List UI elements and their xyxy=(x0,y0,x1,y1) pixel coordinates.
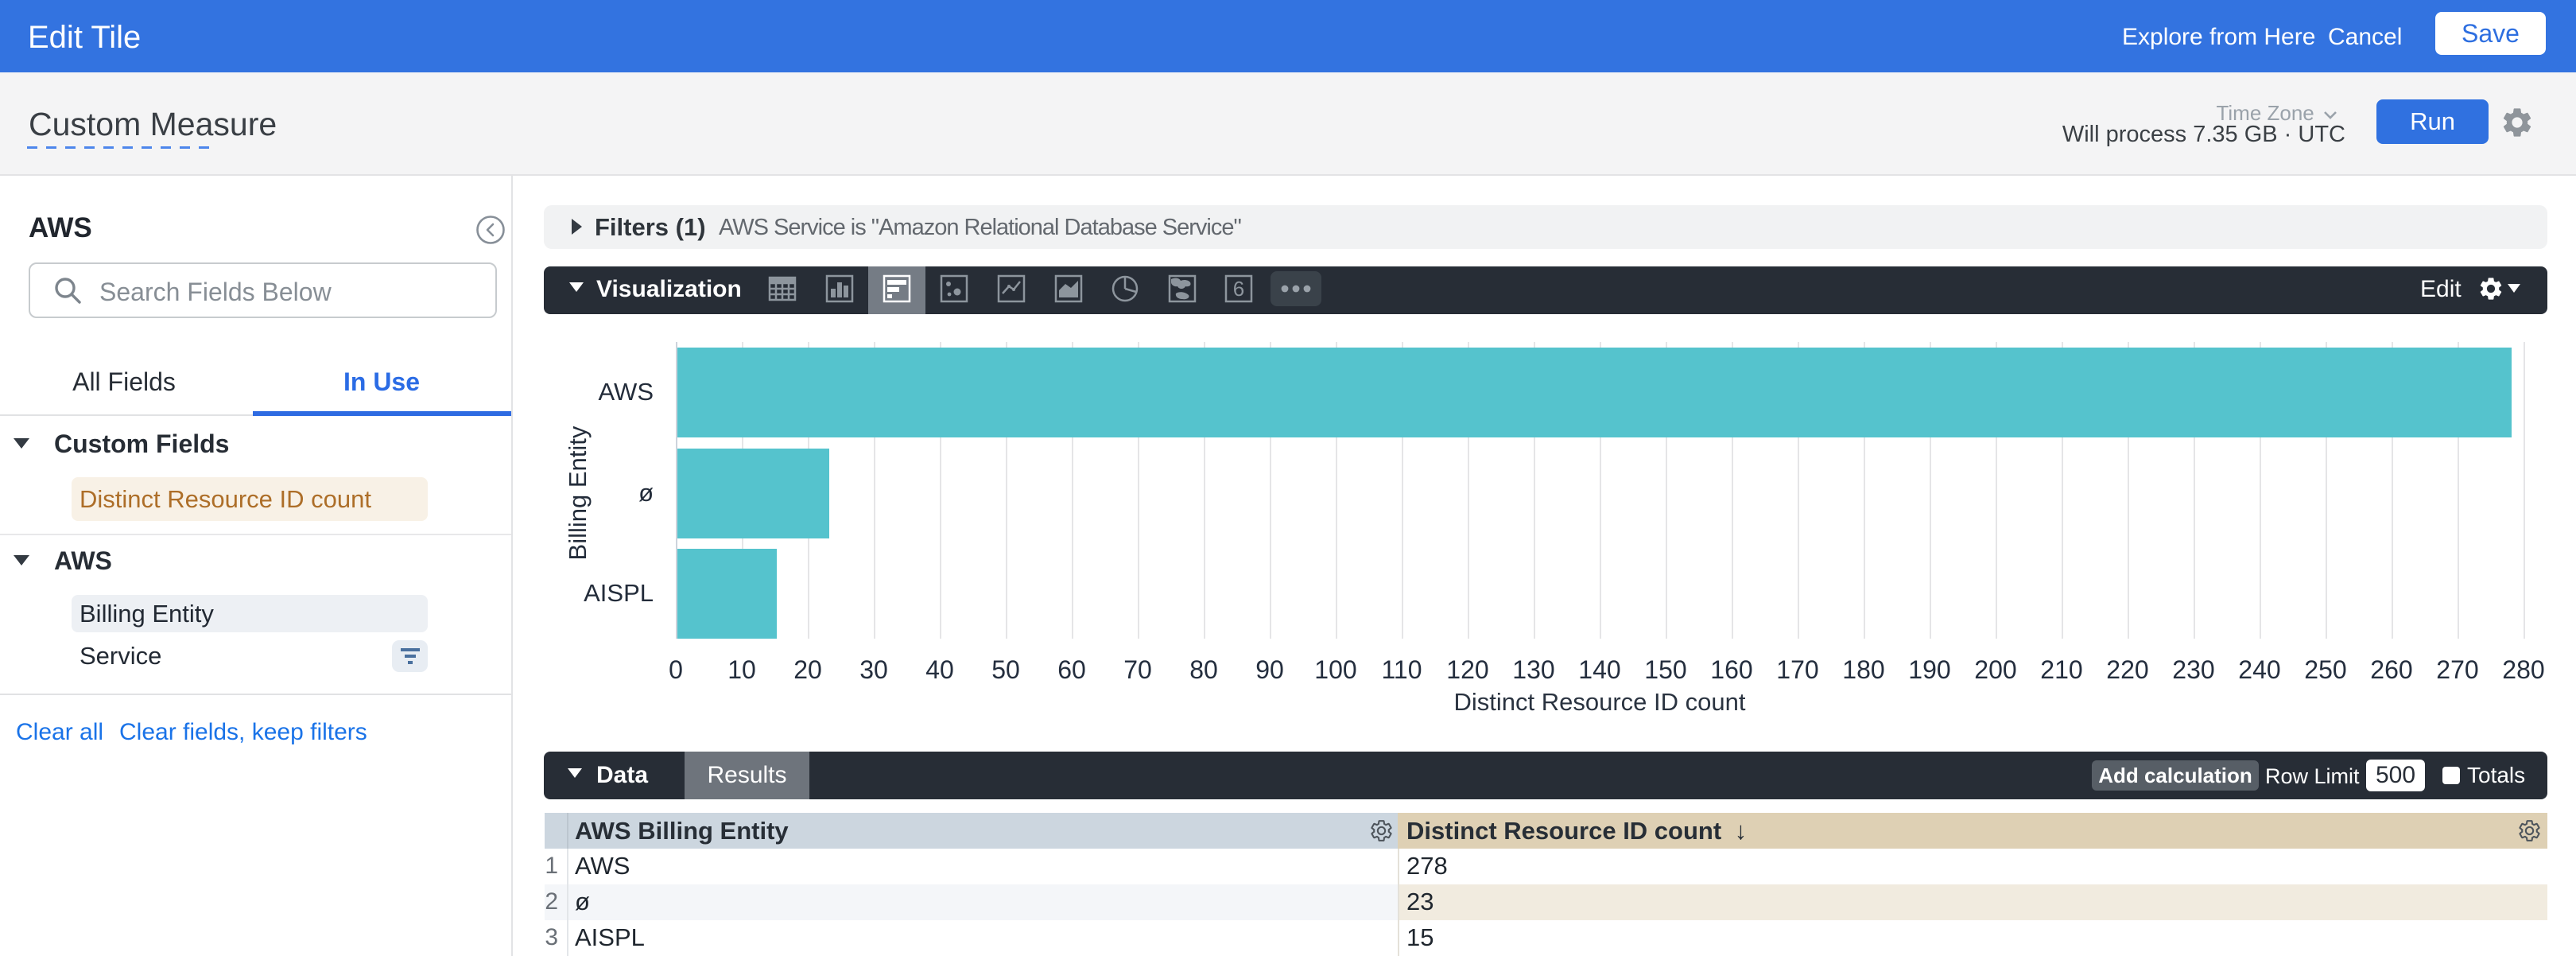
svg-text:6: 6 xyxy=(1233,277,1244,301)
